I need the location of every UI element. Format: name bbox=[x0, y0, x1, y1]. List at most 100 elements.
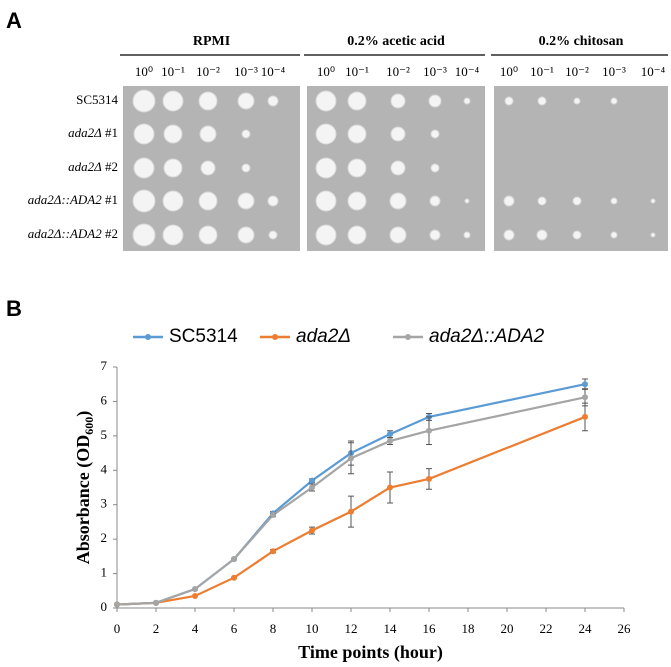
data-point bbox=[582, 413, 588, 420]
legend-marker bbox=[272, 334, 278, 340]
colony-spot bbox=[162, 90, 184, 112]
colony-spot bbox=[347, 225, 367, 245]
colony-spot bbox=[198, 225, 218, 245]
strain-name: ada2Δ::ADA2 bbox=[28, 226, 103, 241]
strain-label: ada2Δ::ADA2 #2 bbox=[28, 226, 118, 241]
x-tick-label: 0 bbox=[114, 621, 121, 636]
colony-spot bbox=[133, 157, 155, 179]
dilution-label: 10⁻² bbox=[196, 64, 220, 79]
colony-spot bbox=[132, 189, 156, 213]
data-point bbox=[192, 592, 198, 599]
colony-spot bbox=[390, 93, 406, 109]
colony-spot bbox=[463, 231, 471, 239]
colony-spot bbox=[430, 163, 440, 173]
colony-spot bbox=[237, 92, 255, 110]
colony-spot bbox=[572, 196, 582, 206]
colony-spot bbox=[347, 191, 367, 211]
colony-spot bbox=[610, 197, 618, 205]
strain-suffix: #2 bbox=[105, 226, 118, 241]
colony-spot bbox=[133, 123, 155, 145]
colony-spot bbox=[504, 96, 514, 106]
colony-spot bbox=[241, 129, 251, 139]
dilution-label: 10⁻¹ bbox=[530, 64, 554, 79]
data-point bbox=[387, 431, 393, 438]
y-tick-label: 5 bbox=[101, 427, 108, 442]
colony-spot bbox=[162, 224, 184, 246]
panel-label: B bbox=[6, 296, 22, 321]
dilution-label: 10⁻¹ bbox=[161, 64, 185, 79]
data-point bbox=[348, 455, 354, 462]
data-point bbox=[231, 556, 237, 563]
dilution-label: 10⁰ bbox=[135, 64, 153, 79]
y-title-end: ) bbox=[73, 411, 94, 417]
colony-spot bbox=[390, 126, 406, 142]
x-tick-label: 8 bbox=[270, 621, 277, 636]
colony-spot bbox=[428, 94, 442, 108]
colony-spot bbox=[347, 124, 367, 144]
x-tick-label: 16 bbox=[423, 621, 437, 636]
colony-spot bbox=[503, 229, 515, 241]
colony-spot bbox=[315, 90, 337, 112]
dilution-label: 10⁻³ bbox=[423, 64, 447, 79]
colony-spot bbox=[198, 191, 218, 211]
colony-spot bbox=[573, 97, 581, 105]
y-tick-label: 0 bbox=[101, 599, 108, 614]
colony-spot bbox=[650, 232, 656, 238]
colony-spot bbox=[237, 226, 255, 244]
x-tick-label: 14 bbox=[384, 621, 398, 636]
colony-spot bbox=[390, 160, 406, 176]
y-tick-label: 3 bbox=[101, 496, 108, 511]
colony-spot bbox=[241, 163, 251, 173]
x-tick-label: 12 bbox=[345, 621, 358, 636]
colony-spot bbox=[537, 96, 547, 106]
dilution-label: 10⁻² bbox=[565, 64, 589, 79]
dilution-label: 10⁻³ bbox=[234, 64, 258, 79]
colony-spot bbox=[464, 198, 470, 204]
data-point bbox=[231, 574, 237, 581]
colony-spot bbox=[198, 91, 218, 111]
colony-spot bbox=[430, 129, 440, 139]
colony-spot bbox=[132, 223, 156, 247]
colony-spot bbox=[610, 231, 618, 239]
dilution-label: 10⁰ bbox=[500, 64, 518, 79]
colony-spot bbox=[199, 125, 217, 143]
data-point bbox=[192, 586, 198, 593]
colony-spot bbox=[237, 192, 255, 210]
strain-suffix: #2 bbox=[105, 159, 118, 174]
series-line bbox=[116, 415, 586, 606]
colony-spot bbox=[463, 97, 471, 105]
y-tick-label: 7 bbox=[101, 358, 108, 373]
y-tick-label: 2 bbox=[101, 530, 108, 545]
strain-name: SC5314 bbox=[76, 92, 118, 107]
legend-marker bbox=[145, 334, 151, 340]
colony-spot bbox=[315, 190, 337, 212]
colony-spot bbox=[163, 158, 183, 178]
dilution-label: 10⁻⁴ bbox=[455, 64, 480, 79]
condition-header: RPMI bbox=[193, 34, 230, 49]
colony-spot bbox=[429, 195, 441, 207]
x-tick-label: 18 bbox=[462, 621, 475, 636]
x-tick-label: 6 bbox=[231, 621, 238, 636]
colony-spot bbox=[267, 95, 279, 107]
colony-spot bbox=[200, 160, 216, 176]
condition-header: 0.2% chitosan bbox=[539, 34, 624, 49]
y-tick-label: 1 bbox=[101, 565, 108, 580]
strain-suffix: #1 bbox=[105, 192, 118, 207]
data-point bbox=[582, 394, 588, 401]
condition-header: 0.2% acetic acid bbox=[347, 34, 445, 49]
data-point bbox=[309, 527, 315, 534]
colony-spot bbox=[537, 196, 547, 206]
x-tick-label: 26 bbox=[618, 621, 632, 636]
y-tick-label: 6 bbox=[101, 392, 108, 407]
data-point bbox=[270, 512, 276, 519]
data-point bbox=[426, 475, 432, 482]
y-title-sub: 600 bbox=[82, 417, 96, 435]
data-point bbox=[114, 601, 120, 608]
panel-label: A bbox=[6, 8, 22, 33]
legend-label: ada2Δ::ADA2 bbox=[429, 326, 545, 347]
y-tick-label: 4 bbox=[101, 461, 108, 476]
x-tick-label: 24 bbox=[579, 621, 593, 636]
colony-spot bbox=[347, 91, 367, 111]
dilution-label: 10⁰ bbox=[317, 64, 335, 79]
